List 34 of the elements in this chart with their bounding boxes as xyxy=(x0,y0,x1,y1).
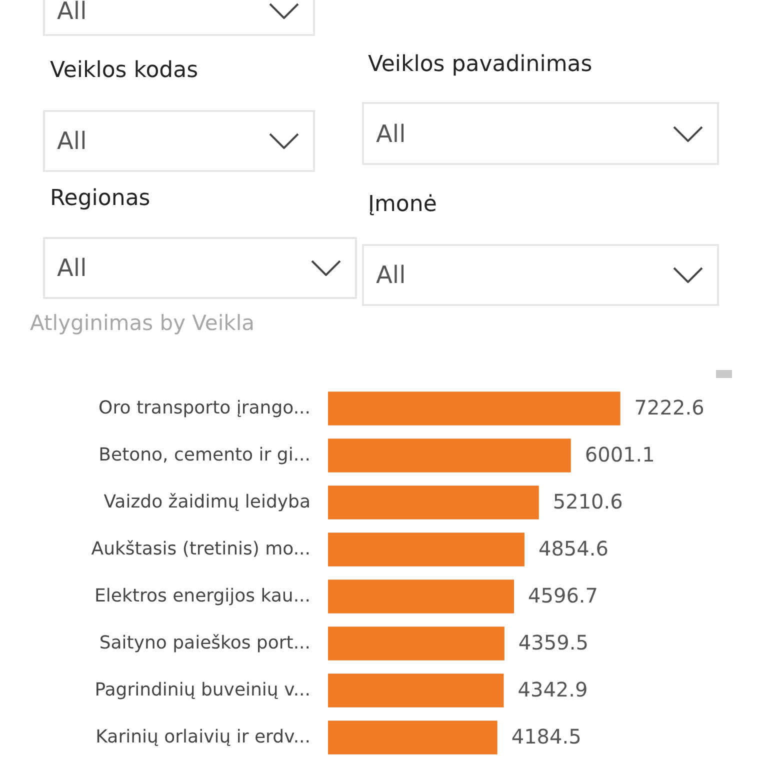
y-tick-label: Oro transporto įrango... xyxy=(98,398,310,418)
data-label: 4596.7 xyxy=(528,584,598,608)
y-tick-label: Saityno paieškos port... xyxy=(99,632,310,654)
text: Veiklos kodas xyxy=(50,58,198,83)
bar xyxy=(328,720,498,754)
text: All xyxy=(57,127,87,155)
data-label: 4184.5 xyxy=(511,724,582,748)
data-label: 7222.6 xyxy=(634,396,704,420)
text: All xyxy=(57,254,87,282)
text: All xyxy=(376,120,406,148)
data-label: 5210.6 xyxy=(552,490,623,514)
data-label: 4342.9 xyxy=(518,678,588,702)
text: Įmonė xyxy=(368,192,437,217)
bar xyxy=(328,626,504,660)
data-label: 6001.1 xyxy=(584,442,655,466)
y-tick-label: Karinių orlaivių ir erdv... xyxy=(96,726,310,748)
y-tick-label: Vaizdo žaidimų leidyba xyxy=(104,492,310,512)
text: Atlyginimas by Veikla xyxy=(30,311,255,335)
y-tick-label: Elektros energijos kau... xyxy=(94,586,310,606)
text: All xyxy=(376,261,406,289)
bar xyxy=(328,674,504,708)
y-tick-label: Aukštasis (tretinis) mo... xyxy=(91,538,310,560)
y-tick-label: Pagrindinių buveinių v... xyxy=(94,680,310,700)
bar xyxy=(328,580,514,614)
bar xyxy=(328,392,620,426)
data-label: 4359.5 xyxy=(518,630,588,654)
y-tick-label: Betono, cemento ir gi... xyxy=(98,444,310,466)
bar xyxy=(328,486,539,520)
bar xyxy=(328,532,524,566)
text: Veiklos pavadinimas xyxy=(368,52,592,77)
text: Regionas xyxy=(50,186,150,211)
text: All xyxy=(57,0,87,25)
bar xyxy=(328,438,571,472)
data-label: 4854.6 xyxy=(538,536,608,560)
